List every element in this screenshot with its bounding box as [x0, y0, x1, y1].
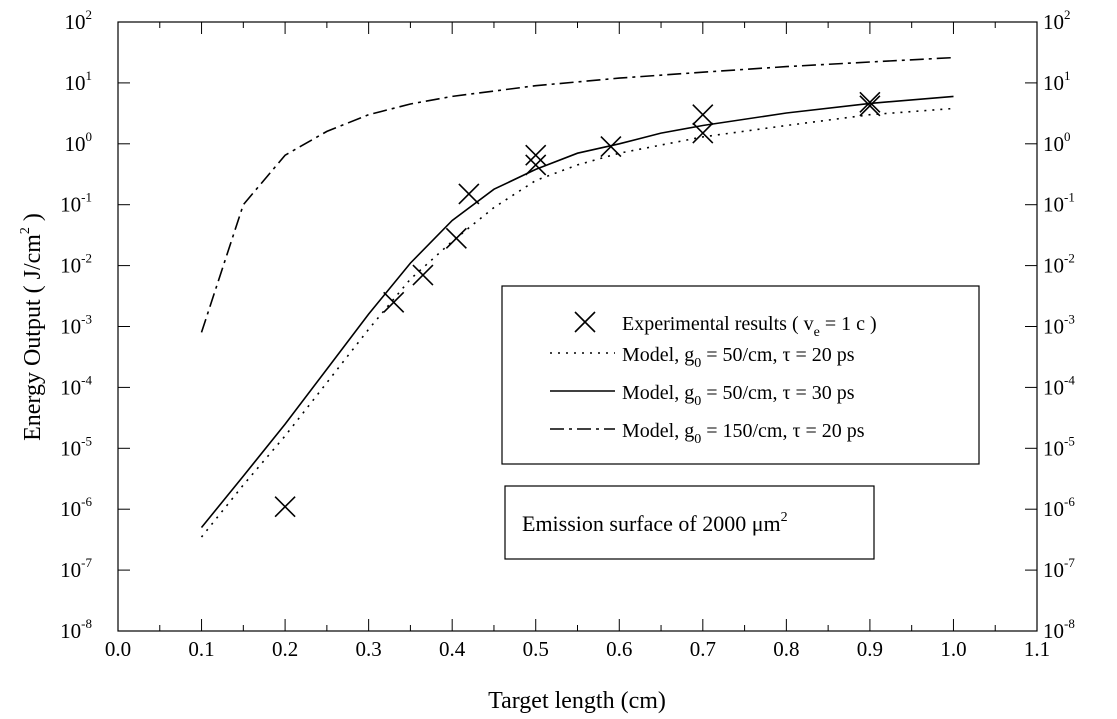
y-tick-label-right: 10-4: [1043, 372, 1075, 399]
legend-entry-dashdot: Model, g0 = 150/cm, τ = 20 ps: [622, 420, 865, 447]
experimental-point: [859, 95, 881, 117]
legend-sample-marker: [574, 311, 596, 333]
experimental-point: [600, 136, 622, 158]
y-tick-label-left: 102: [65, 7, 93, 34]
annotation-text: Emission surface of 2000 μm2: [522, 510, 788, 536]
experimental-point: [274, 496, 296, 518]
y-tick-label-right: 10-3: [1043, 312, 1075, 339]
y-tick-label-left: 10-8: [60, 616, 92, 643]
experimental-markers: [274, 91, 881, 518]
experimental-point: [525, 144, 547, 166]
x-tick-label: 0.6: [606, 637, 632, 661]
x-tick-label: 0.7: [690, 637, 716, 661]
y-tick-labels-left: 102 101 100 10-1 10-2 10-3 10-4 10-5 10-6 10-7 10-…: [60, 7, 92, 643]
legend-entry-dotted: Model, g0 = 50/cm, τ = 20 ps: [622, 344, 855, 371]
x-tick-label: 0.8: [773, 637, 799, 661]
y-axis-title-sup: 2: [18, 227, 33, 234]
legend-entry-solid: Model, g0 = 50/cm, τ = 30 ps: [622, 382, 855, 409]
x-tick-label: 1.1: [1024, 637, 1050, 661]
x-tick-label: 0.5: [523, 637, 549, 661]
y-tick-label-right: 10-8: [1043, 616, 1075, 643]
y-tick-label-left: 101: [65, 68, 93, 95]
y-tick-label-left: 10-4: [60, 372, 92, 399]
y-tick-label-left: 10-2: [60, 251, 92, 278]
series-line-dotted: [200, 107, 954, 538]
y-tick-label-right: 100: [1043, 129, 1071, 156]
x-tick-label: 0.9: [857, 637, 883, 661]
x-tick-label: 0.3: [356, 637, 382, 661]
y-tick-label-left: 10-7: [60, 555, 92, 582]
y-tick-label-right: 101: [1043, 68, 1071, 95]
y-tick-label-left: 10-3: [60, 312, 92, 339]
experimental-point: [458, 183, 480, 205]
legend-box: [501, 285, 980, 465]
x-tick-label: 1.0: [940, 637, 966, 661]
x-tick-labels: 0.0 0.1 0.2 0.3 0.4 0.5 0.6 0.7 0.8 0.9 1.0 1.1: [105, 637, 1050, 661]
legend: Experimental results ( ve = 1 c ) Model,…: [501, 285, 980, 465]
y-tick-label-right: 10-5: [1043, 433, 1075, 460]
x-tick-label: 0.2: [272, 637, 298, 661]
experimental-point: [412, 264, 434, 286]
model-curves: [200, 56, 954, 538]
emission-annotation: Emission surface of 2000 μm2: [504, 485, 875, 560]
y-axis-title: Energy Output ( J/cm2 ): [18, 213, 46, 441]
y-tick-label-right: 10-2: [1043, 251, 1075, 278]
x-tick-label: 0.1: [188, 637, 214, 661]
experimental-point: [445, 227, 467, 249]
y-tick-label-right: 10-1: [1043, 190, 1075, 217]
y-axis-title-main: Energy Output ( J/cm: [20, 234, 46, 441]
x-tick-label: 0.0: [105, 637, 131, 661]
y-tick-label-right: 10-6: [1043, 494, 1075, 521]
experimental-point: [692, 122, 714, 144]
y-tick-label-right: 10-7: [1043, 555, 1075, 582]
legend-samples: [550, 311, 615, 430]
series-line-dash-dot: [200, 56, 954, 333]
y-tick-label-left: 100: [65, 129, 93, 156]
y-tick-label-right: 102: [1043, 7, 1071, 34]
series-line-solid: [200, 95, 954, 529]
legend-entry-experimental: Experimental results ( ve = 1 c ): [622, 313, 877, 340]
axis-ticks: [117, 21, 1038, 632]
y-tick-label-left: 10-5: [60, 433, 92, 460]
annotation-box: [504, 485, 875, 560]
experimental-point: [525, 154, 547, 176]
experimental-point: [859, 91, 881, 113]
y-tick-labels-right: 102 101 100 10-1 10-2 10-3 10-4 10-5 10-6 10-7 10-…: [1043, 7, 1075, 643]
y-tick-label-left: 10-1: [60, 190, 92, 217]
experimental-point: [383, 291, 405, 313]
y-axis-title-end: ): [20, 213, 46, 227]
x-axis-title: Target length (cm): [488, 688, 666, 714]
y-tick-label-left: 10-6: [60, 494, 92, 521]
x-tick-label: 0.4: [439, 637, 466, 661]
experimental-point: [692, 104, 714, 126]
